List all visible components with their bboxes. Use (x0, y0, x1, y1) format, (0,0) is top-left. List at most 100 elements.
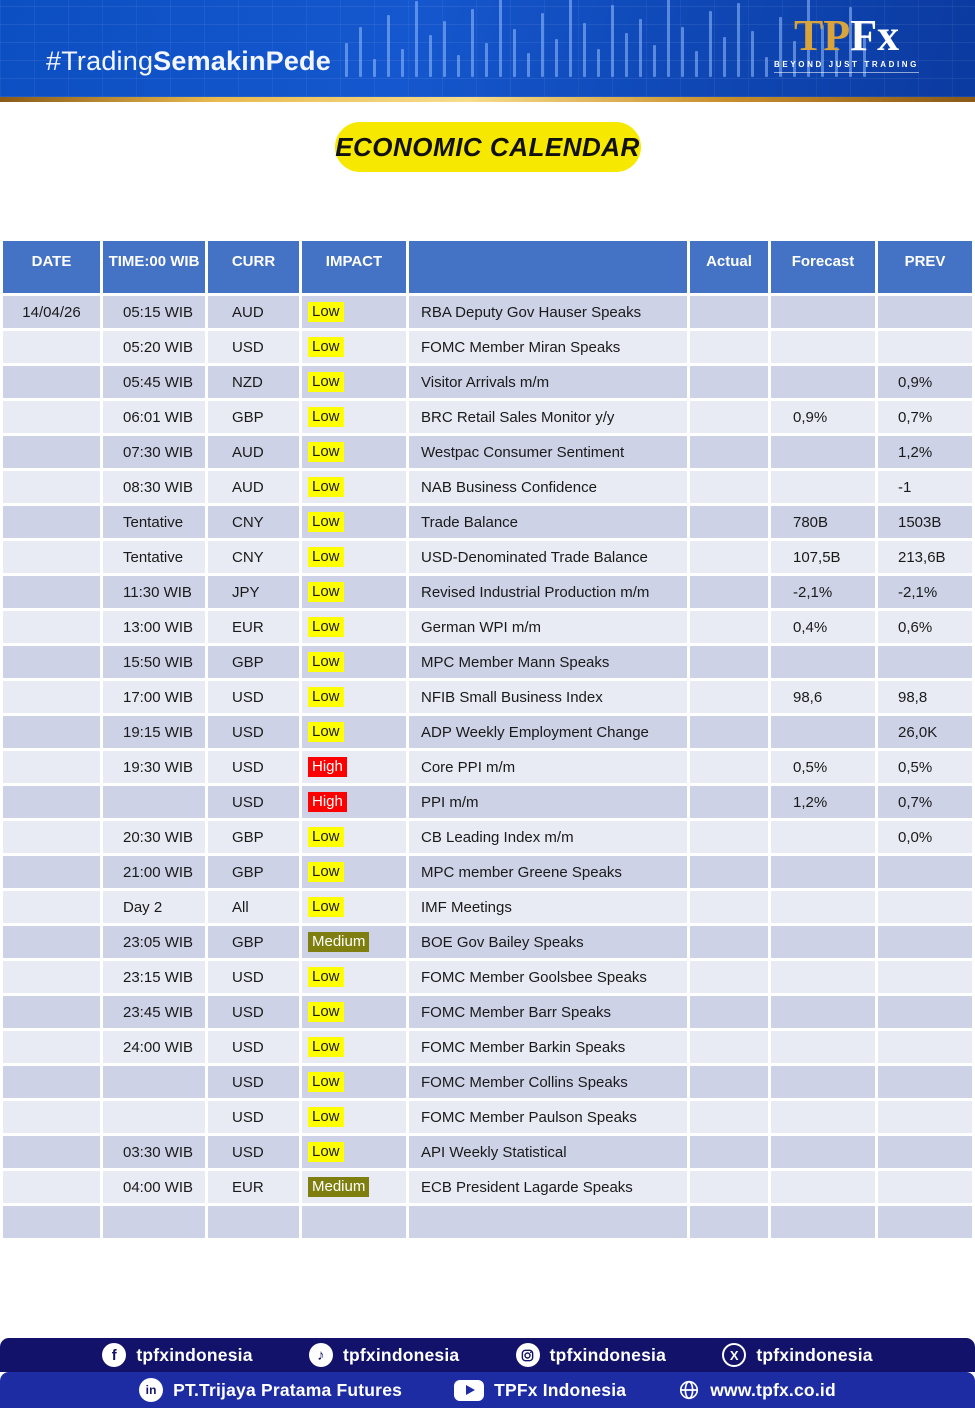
cell-prev: -2,1% (878, 576, 972, 608)
cell-forecast: 98,6 (771, 681, 875, 713)
economic-calendar-table: DATE TIME:00 WIB CURR IMPACT Actual Fore… (0, 238, 975, 1241)
cell-curr: AUD (208, 436, 299, 468)
cell-time: 24:00 WIB (103, 1031, 205, 1063)
cell-actual (690, 436, 768, 468)
impact-badge: Low (308, 476, 344, 498)
cell-time: 23:15 WIB (103, 961, 205, 993)
cell-impact (302, 1206, 406, 1238)
cell-forecast: 1,2% (771, 786, 875, 818)
social-x[interactable]: X tpfxindonesia (722, 1343, 872, 1367)
cell-impact: Low (302, 646, 406, 678)
cell-time: 04:00 WIB (103, 1171, 205, 1203)
calendar-table-body: 14/04/26 05:15 WIB AUD Low RBA Deputy Gov Ha… (3, 296, 972, 1238)
cell-event: FOMC Member Goolsbee Speaks (409, 961, 687, 993)
cell-time: 15:50 WIB (103, 646, 205, 678)
impact-badge: Low (308, 441, 344, 463)
cell-prev (878, 1101, 972, 1133)
cell-date (3, 471, 100, 503)
impact-badge: Low (308, 721, 344, 743)
cell-prev: 1,2% (878, 436, 972, 468)
cell-date (3, 786, 100, 818)
header-time: TIME:00 WIB (103, 241, 205, 293)
cell-actual (690, 366, 768, 398)
link-youtube[interactable]: TPFx Indonesia (454, 1379, 626, 1401)
footer-links-bar: in PT.Trijaya Pratama Futures TPFx Indon… (0, 1372, 975, 1408)
table-row: 11:30 WIB JPY Low Revised Industrial Produc… (3, 576, 972, 608)
cell-forecast (771, 331, 875, 363)
social-facebook[interactable]: f tpfxindonesia (102, 1343, 252, 1367)
cell-time: 23:05 WIB (103, 926, 205, 958)
table-row: 05:45 WIB NZD Low Visitor Arrivals m/m 0,9% (3, 366, 972, 398)
cell-actual (690, 611, 768, 643)
impact-badge: Medium (308, 1176, 370, 1198)
cell-date (3, 331, 100, 363)
cell-actual (690, 996, 768, 1028)
table-row: USD High PPI m/m 1,2% 0,7% (3, 786, 972, 818)
cell-date (3, 716, 100, 748)
cell-date (3, 576, 100, 608)
cell-curr: EUR (208, 611, 299, 643)
cell-forecast (771, 821, 875, 853)
cell-impact: Low (302, 506, 406, 538)
impact-badge: Low (308, 511, 344, 533)
logo-white-letters: Fx (850, 11, 900, 60)
social-instagram[interactable]: tpfxindonesia (515, 1343, 666, 1367)
link-website[interactable]: www.tpfx.co.id (678, 1379, 836, 1401)
cell-event: RBA Deputy Gov Hauser Speaks (409, 296, 687, 328)
cell-forecast (771, 646, 875, 678)
cell-curr (208, 1206, 299, 1238)
header-currency: CURR (208, 241, 299, 293)
impact-badge: Low (308, 1106, 344, 1128)
cell-time (103, 1101, 205, 1133)
cell-event (409, 1206, 687, 1238)
cell-curr: USD (208, 1136, 299, 1168)
cell-event: FOMC Member Paulson Speaks (409, 1101, 687, 1133)
link-linkedin[interactable]: in PT.Trijaya Pratama Futures (139, 1378, 402, 1402)
cell-prev: 0,9% (878, 366, 972, 398)
cell-date (3, 891, 100, 923)
cell-actual (690, 926, 768, 958)
cell-curr: USD (208, 961, 299, 993)
table-row: 04:00 WIB EUR Medium ECB President Lagarde … (3, 1171, 972, 1203)
cell-date (3, 366, 100, 398)
cell-date (3, 1031, 100, 1063)
x-icon: X (722, 1343, 747, 1367)
cell-event: BRC Retail Sales Monitor y/y (409, 401, 687, 433)
tiktok-icon: ♪ (308, 1343, 333, 1367)
cell-curr: GBP (208, 926, 299, 958)
table-row: Tentative CNY Low USD-Denominated Trade Bal… (3, 541, 972, 573)
cell-actual (690, 961, 768, 993)
cell-date (3, 1171, 100, 1203)
table-row: USD Low FOMC Member Collins Speaks (3, 1066, 972, 1098)
cell-curr: CNY (208, 541, 299, 573)
table-header: DATE TIME:00 WIB CURR IMPACT Actual Fore… (3, 241, 972, 293)
cell-forecast: -2,1% (771, 576, 875, 608)
cell-time: 05:15 WIB (103, 296, 205, 328)
table-row: 07:30 WIB AUD Low Westpac Consumer Sentimen… (3, 436, 972, 468)
cell-date (3, 926, 100, 958)
cell-impact: Low (302, 296, 406, 328)
cell-date (3, 1101, 100, 1133)
cell-curr: GBP (208, 856, 299, 888)
cell-forecast (771, 961, 875, 993)
cell-event: PPI m/m (409, 786, 687, 818)
table-row: Tentative CNY Low Trade Balance 780B 1503B (3, 506, 972, 538)
cell-impact: Low (302, 856, 406, 888)
cell-time: 17:00 WIB (103, 681, 205, 713)
cell-date (3, 541, 100, 573)
social-tiktok[interactable]: ♪ tpfxindonesia (308, 1343, 459, 1367)
cell-actual (690, 471, 768, 503)
cell-event: ECB President Lagarde Speaks (409, 1171, 687, 1203)
cell-date (3, 961, 100, 993)
footer-social-bar: f tpfxindonesia ♪ tpfxindonesia tpfxindo… (0, 1338, 975, 1372)
cell-prev (878, 996, 972, 1028)
cell-event: IMF Meetings (409, 891, 687, 923)
cell-date (3, 856, 100, 888)
cell-event: MPC member Greene Speaks (409, 856, 687, 888)
impact-badge: Medium (308, 931, 370, 953)
cell-actual (690, 541, 768, 573)
cell-forecast: 107,5B (771, 541, 875, 573)
cell-event: FOMC Member Collins Speaks (409, 1066, 687, 1098)
header-impact: IMPACT (302, 241, 406, 293)
tagline-hashtag: #Trading (46, 46, 154, 76)
